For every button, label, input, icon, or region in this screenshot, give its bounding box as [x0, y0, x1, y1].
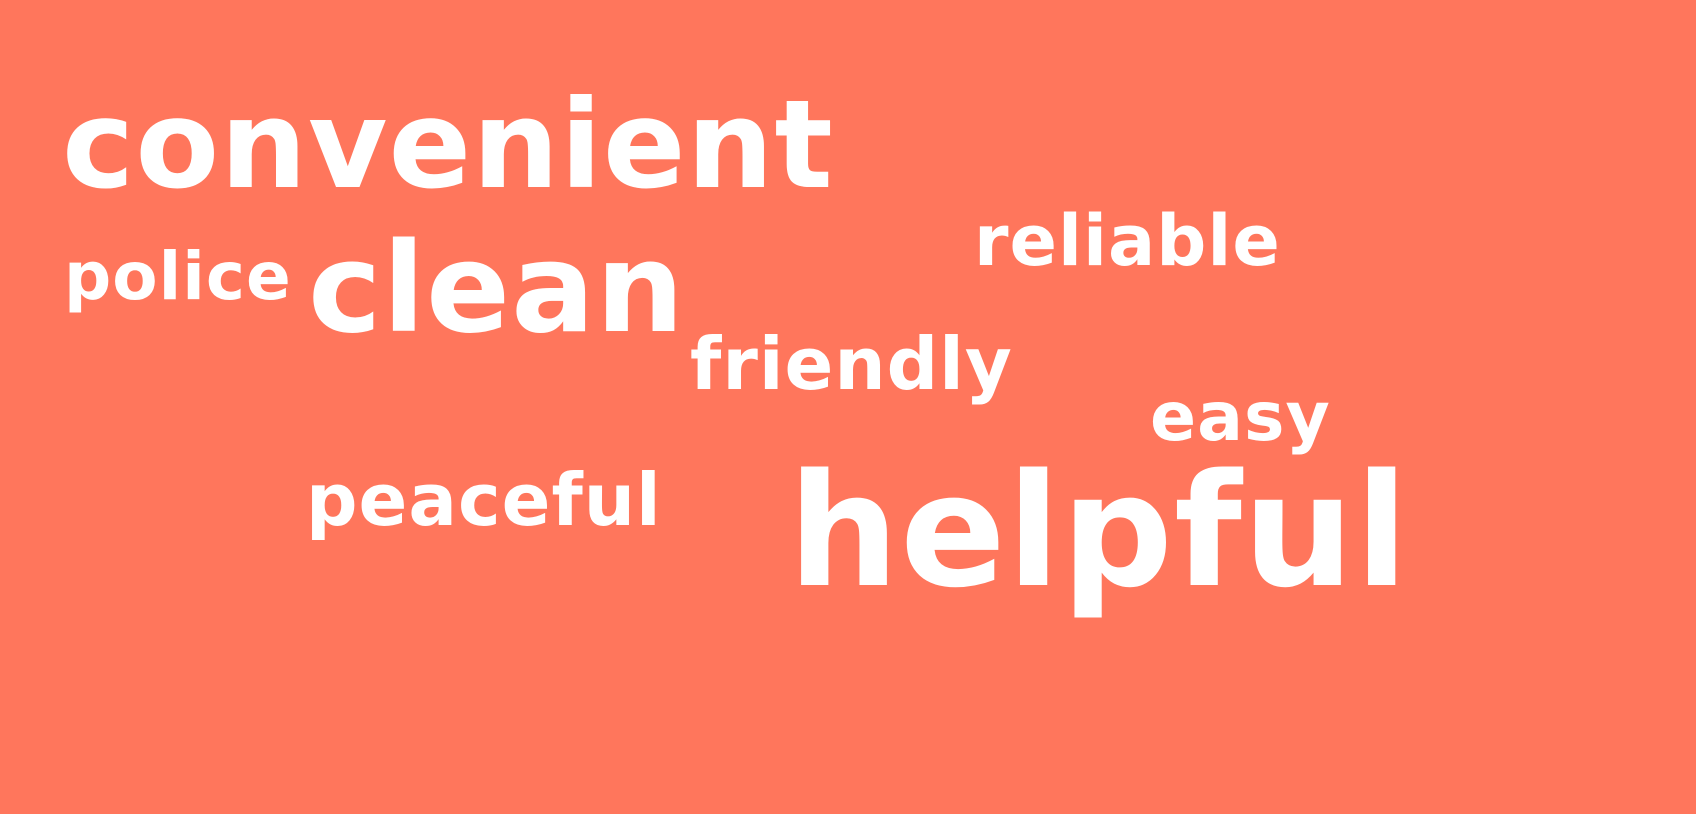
word-police: police [64, 238, 292, 315]
word-peaceful: peaceful [306, 458, 662, 542]
word-convenient: convenient [62, 74, 834, 216]
word-easy: easy [1150, 378, 1331, 457]
word-friendly: friendly [690, 322, 1013, 406]
word-reliable: reliable [974, 200, 1281, 282]
word-helpful: helpful [788, 440, 1410, 622]
word-clean: clean [308, 217, 686, 361]
